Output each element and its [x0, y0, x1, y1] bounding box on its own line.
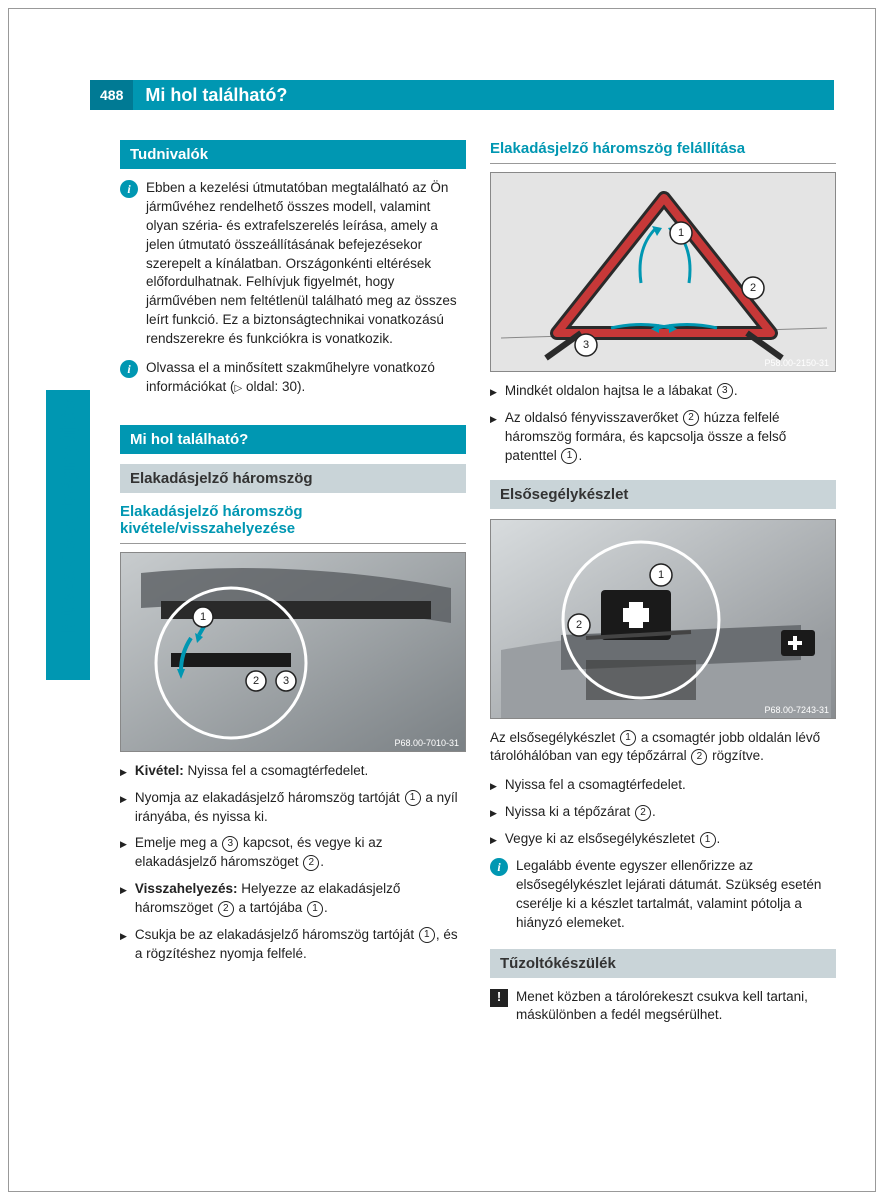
info-block-2: i Olvassa el a minősített szakműhelyre v…	[120, 359, 466, 397]
header-bar: 488 Mi hol található?	[90, 80, 834, 110]
bullet-r2-2a: Nyissa ki a tépőzárat	[505, 804, 634, 819]
svg-text:1: 1	[678, 227, 684, 239]
svg-text:2: 2	[576, 619, 582, 631]
svg-text:1: 1	[200, 611, 206, 623]
ref-3-icon: 3	[717, 383, 733, 399]
bullet-r1-1b: .	[734, 383, 738, 398]
ref-2-icon: 2	[691, 749, 707, 765]
para-fa-a: Az elsősegélykészlet	[490, 730, 619, 745]
bullet-r2-3: Vegye ki az elsősegélykészletet 1.	[490, 830, 836, 849]
subhead-felallitasa: Elakadásjelző háromszög felállítása	[490, 140, 836, 164]
section-mihol: Mi hol található?	[120, 425, 466, 454]
ref-1-icon: 1	[307, 901, 323, 917]
side-label-text: Műszaki segítségnyújtás	[58, 398, 81, 633]
figure-warning-triangle: 1 2 3 P58.00-2150-31	[490, 172, 836, 372]
bullet-list-left: Kivétel: Nyissa fel a csomagtérfedelet. …	[120, 762, 466, 972]
info-icon: i	[120, 180, 138, 198]
figure-caption-1: P68.00-7010-31	[394, 738, 459, 748]
ref-1-icon: 1	[405, 790, 421, 806]
bullet-r1-1a: Mindkét oldalon hajtsa le a lábakat	[505, 383, 716, 398]
figure-svg-1: 1 2 3	[121, 553, 466, 752]
bullet-r2-1-text: Nyissa fel a csomagtérfedelet.	[505, 776, 686, 795]
bullet-l1-text: Nyissa fel a csomagtérfedelet.	[184, 763, 369, 778]
para-firstaid: Az elsősegélykészlet 1 a csomagtér jobb …	[490, 729, 836, 767]
info-text-1: Ebben a kezelési útmutatóban megtalálhat…	[146, 179, 466, 349]
right-column: Elakadásjelző háromszög felállítása	[490, 140, 836, 1035]
bullet-l4-c: a tartójába	[235, 900, 306, 915]
info-block-1: i Ebben a kezelési útmutatóban megtalálh…	[120, 179, 466, 349]
ref-2-icon: 2	[218, 901, 234, 917]
bullet-l1-bold: Kivétel:	[135, 763, 184, 778]
bullet-r1-2: Az oldalsó fényvisszaverőket 2 húzza fel…	[490, 409, 836, 466]
figure-svg-2: 1 2 3	[491, 173, 836, 372]
bullet-l3-c: .	[320, 854, 324, 869]
subhead-kivetele: Elakadásjelző háromszög kivétele/visszah…	[120, 503, 466, 544]
bullet-l4-d: .	[324, 900, 328, 915]
bullet-l1: Kivétel: Nyissa fel a csomagtérfedelet.	[120, 762, 466, 781]
bullet-l3: Emelje meg a 3 kapcsot, és vegye ki az e…	[120, 834, 466, 872]
info-text-2: Olvassa el a minősített szakműhelyre von…	[146, 359, 466, 397]
bullet-l5: Csukja be az elakadásjelző háromszög tar…	[120, 926, 466, 964]
bullet-r1-2a: Az oldalsó fényvisszaverőket	[505, 410, 682, 425]
left-column: Tudnivalók i Ebben a kezelési útmutatóba…	[120, 140, 466, 1035]
ref-1-icon: 1	[561, 448, 577, 464]
ref-3-icon: 3	[222, 836, 238, 852]
info-icon: i	[120, 360, 138, 378]
svg-text:3: 3	[583, 339, 589, 351]
page-number: 488	[90, 80, 133, 110]
ref-1-icon: 1	[700, 832, 716, 848]
info-block-r1: i Legalább évente egyszer ellenőrizze az…	[490, 857, 836, 933]
ref-1-icon: 1	[620, 730, 636, 746]
bullet-l2-a: Nyomja az elakadásjelző háromszög tartój…	[135, 790, 404, 805]
figure-trunk-triangle: 1 2 3 P68.00-7010-31	[120, 552, 466, 752]
header-title: Mi hol található?	[133, 85, 287, 106]
info-text-r1: Legalább évente egyszer ellenőrizze az e…	[516, 857, 836, 933]
bullet-r2-3b: .	[717, 831, 721, 846]
info-icon: i	[490, 858, 508, 876]
bullet-list-r1: Mindkét oldalon hajtsa le a lábakat 3. A…	[490, 382, 836, 474]
ref-1-icon: 1	[419, 927, 435, 943]
bullet-l2: Nyomja az elakadásjelző háromszög tartój…	[120, 789, 466, 827]
section-tudnivalok: Tudnivalók	[120, 140, 466, 169]
ref-2-icon: 2	[635, 805, 651, 821]
bullet-l3-a: Emelje meg a	[135, 835, 221, 850]
figure-first-aid: 1 2 P68.00-7243-31	[490, 519, 836, 719]
warn-block-1: ! Menet közben a tárolórekeszt csukva ke…	[490, 988, 836, 1026]
bullet-l4: Visszahelyezés: Helyezze az elakadásjelz…	[120, 880, 466, 918]
bullet-r2-1: Nyissa fel a csomagtérfedelet.	[490, 776, 836, 795]
bullet-list-r2: Nyissa fel a csomagtérfedelet. Nyissa ki…	[490, 776, 836, 857]
svg-text:2: 2	[750, 282, 756, 294]
side-label: Műszaki segítségnyújtás	[58, 118, 81, 398]
bullet-r1-2c: .	[578, 448, 582, 463]
ref-2-icon: 2	[303, 855, 319, 871]
bullet-r2-3a: Vegye ki az elsősegélykészletet	[505, 831, 699, 846]
warn-text-1: Menet közben a tárolórekeszt csukva kell…	[516, 988, 836, 1026]
figure-caption-3: P68.00-7243-31	[764, 705, 829, 715]
section-elakadas: Elakadásjelző háromszög	[120, 464, 466, 493]
figure-caption-2: P58.00-2150-31	[764, 358, 829, 368]
bullet-r1-1: Mindkét oldalon hajtsa le a lábakat 3.	[490, 382, 836, 401]
bullet-l5-a: Csukja be az elakadásjelző háromszög tar…	[135, 927, 418, 942]
bullet-r2-2b: .	[652, 804, 656, 819]
ref-2-icon: 2	[683, 410, 699, 426]
bullet-l4-bold: Visszahelyezés:	[135, 881, 238, 896]
svg-text:2: 2	[253, 675, 259, 687]
warning-icon: !	[490, 989, 508, 1007]
svg-text:1: 1	[658, 569, 664, 581]
section-tuzolto: Tűzoltókészülék	[490, 949, 836, 978]
bullet-r2-2: Nyissa ki a tépőzárat 2.	[490, 803, 836, 822]
info-text-2b: oldal: 30).	[242, 379, 305, 394]
svg-text:3: 3	[283, 675, 289, 687]
section-elsosegely: Elsősegélykészlet	[490, 480, 836, 509]
figure-svg-3: 1 2	[491, 520, 836, 719]
para-fa-c: rögzítve.	[708, 748, 764, 763]
content-area: Tudnivalók i Ebben a kezelési útmutatóba…	[120, 140, 834, 1035]
